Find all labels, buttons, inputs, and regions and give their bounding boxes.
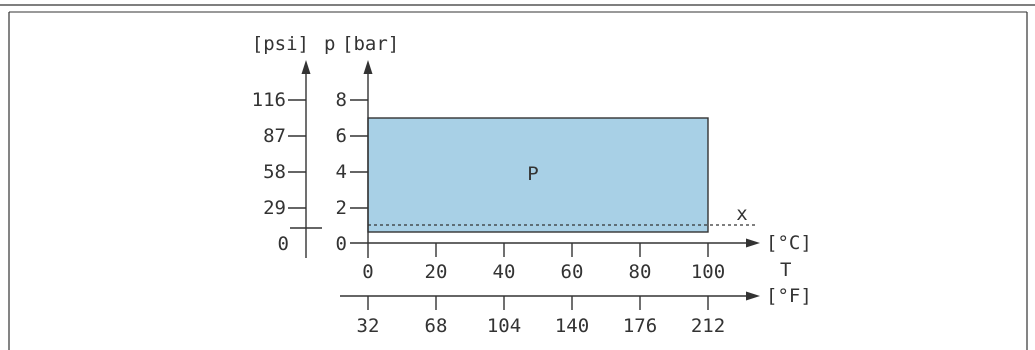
- fahrenheit-tick-32: 32: [357, 296, 380, 337]
- fahrenheit-tick-140: 140: [555, 296, 589, 337]
- celsius-tick-label: 40: [493, 261, 516, 283]
- region-label: P: [527, 163, 538, 185]
- celsius-tick-80: 80: [629, 243, 652, 283]
- bar-tick-label: 8: [336, 89, 347, 111]
- psi-tick-116: 116: [252, 89, 306, 111]
- psi-tick-label: 29: [263, 197, 286, 219]
- celsius-tick-label: 20: [425, 261, 448, 283]
- psi-tick-label: 87: [263, 125, 286, 147]
- bar-unit-label: [bar]: [342, 33, 399, 55]
- bar-tick-label: 0: [336, 233, 347, 255]
- bar-axis-arrow-icon: [363, 60, 373, 74]
- celsius-tick-label: 100: [691, 261, 725, 283]
- bar-tick-label: 6: [336, 125, 347, 147]
- bar-tick-6: 6: [336, 125, 368, 147]
- psi-unit-label: [psi]: [252, 33, 309, 55]
- pressure-symbol: p: [324, 33, 335, 55]
- fahrenheit-ticks-group: 32 68 104 140 176 212: [357, 296, 725, 337]
- fahrenheit-tick-label: 140: [555, 315, 589, 337]
- fahrenheit-tick-label: 68: [425, 315, 448, 337]
- celsius-tick-label: 80: [629, 261, 652, 283]
- fahrenheit-tick-176: 176: [623, 296, 657, 337]
- fahrenheit-tick-label: 212: [691, 315, 725, 337]
- bar-tick-0: 0: [336, 233, 347, 255]
- fahrenheit-tick-label: 104: [487, 315, 521, 337]
- psi-tick-label: 116: [252, 89, 286, 111]
- celsius-tick-40: 40: [493, 243, 516, 283]
- bar-tick-2: 2: [336, 197, 368, 219]
- psi-ticks-group: 0 29 58 87 116: [252, 89, 306, 255]
- psi-axis-arrow-icon: [301, 60, 311, 74]
- temperature-symbol: T: [780, 259, 791, 281]
- celsius-ticks-group: 0 20 40 60 80 100: [362, 243, 725, 283]
- fahrenheit-tick-68: 68: [425, 296, 448, 337]
- celsius-axis-arrow-icon: [746, 238, 760, 248]
- fahrenheit-tick-label: 32: [357, 315, 380, 337]
- bar-tick-4: 4: [336, 161, 368, 183]
- operating-region-p: [367, 117, 709, 233]
- psi-tick-87: 87: [263, 125, 306, 147]
- celsius-tick-label: 0: [362, 261, 373, 283]
- bar-tick-label: 4: [336, 161, 347, 183]
- celsius-tick-100: 100: [691, 243, 725, 283]
- fahrenheit-unit-label: [°F]: [766, 285, 812, 307]
- psi-tick-label: 58: [263, 161, 286, 183]
- psi-tick-58: 58: [263, 161, 306, 183]
- fahrenheit-tick-label: 176: [623, 315, 657, 337]
- threshold-label: x: [736, 203, 747, 225]
- celsius-tick-20: 20: [425, 243, 448, 283]
- celsius-unit-label: [°C]: [766, 232, 812, 254]
- bar-tick-label: 2: [336, 197, 347, 219]
- bar-ticks-group: 0 2 4 6 8: [336, 89, 368, 255]
- psi-tick-0: 0: [278, 233, 289, 255]
- fahrenheit-axis-arrow-icon: [746, 291, 760, 301]
- fahrenheit-tick-104: 104: [487, 296, 521, 337]
- celsius-tick-60: 60: [561, 243, 584, 283]
- bar-tick-8: 8: [336, 89, 368, 111]
- psi-tick-label: 0: [278, 233, 289, 255]
- psi-tick-29: 29: [263, 197, 306, 219]
- celsius-tick-label: 60: [561, 261, 584, 283]
- fahrenheit-tick-212: 212: [691, 296, 725, 337]
